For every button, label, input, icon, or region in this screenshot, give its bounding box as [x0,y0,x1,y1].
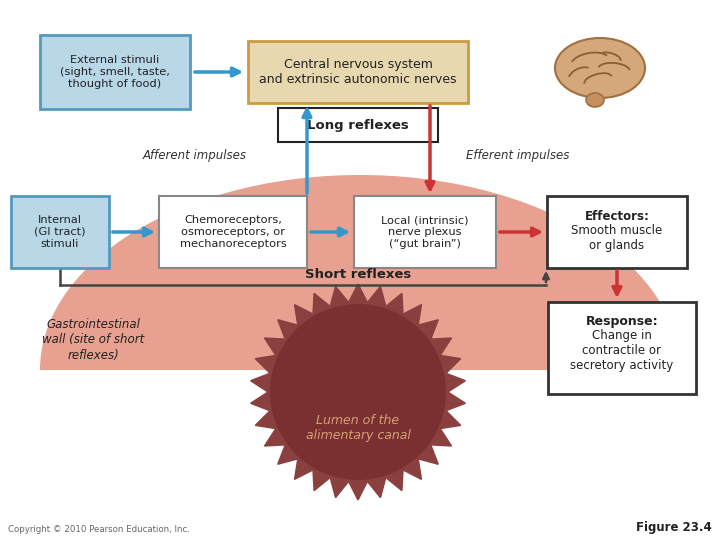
Ellipse shape [555,38,645,98]
Text: Figure 23.4: Figure 23.4 [636,521,712,534]
FancyBboxPatch shape [159,196,307,268]
Text: Response:: Response: [585,315,658,328]
Text: Short reflexes: Short reflexes [305,268,411,281]
Polygon shape [251,284,465,500]
Text: Chemoreceptors,
osmoreceptors, or
mechanoreceptors: Chemoreceptors, osmoreceptors, or mechan… [179,215,287,248]
FancyBboxPatch shape [11,196,109,268]
FancyBboxPatch shape [354,196,496,268]
Text: Local (intrinsic)
nerve plexus
(“gut brain”): Local (intrinsic) nerve plexus (“gut bra… [382,215,469,248]
Text: Afferent impulses: Afferent impulses [143,148,247,161]
Text: Lumen of the
alimentary canal: Lumen of the alimentary canal [305,414,410,442]
Circle shape [270,304,446,480]
Text: Smooth muscle
or glands: Smooth muscle or glands [572,224,662,252]
Text: Internal
(GI tract)
stimuli: Internal (GI tract) stimuli [35,215,86,248]
PathPatch shape [40,175,680,370]
Text: Copyright © 2010 Pearson Education, Inc.: Copyright © 2010 Pearson Education, Inc. [8,525,190,534]
FancyBboxPatch shape [547,196,687,268]
FancyBboxPatch shape [40,35,190,109]
FancyBboxPatch shape [278,108,438,142]
Text: Gastrointestinal
wall (site of short
reflexes): Gastrointestinal wall (site of short ref… [42,319,144,361]
Ellipse shape [586,93,604,107]
Text: Change in
contractile or
secretory activity: Change in contractile or secretory activ… [570,328,674,372]
Text: Efferent impulses: Efferent impulses [467,148,570,161]
Text: Long reflexes: Long reflexes [307,118,409,132]
Text: External stimuli
(sight, smell, taste,
thought of food): External stimuli (sight, smell, taste, t… [60,56,170,89]
FancyBboxPatch shape [548,302,696,394]
FancyBboxPatch shape [248,41,468,103]
Text: Central nervous system
and extrinsic autonomic nerves: Central nervous system and extrinsic aut… [259,58,456,86]
Text: Effectors:: Effectors: [585,211,649,224]
